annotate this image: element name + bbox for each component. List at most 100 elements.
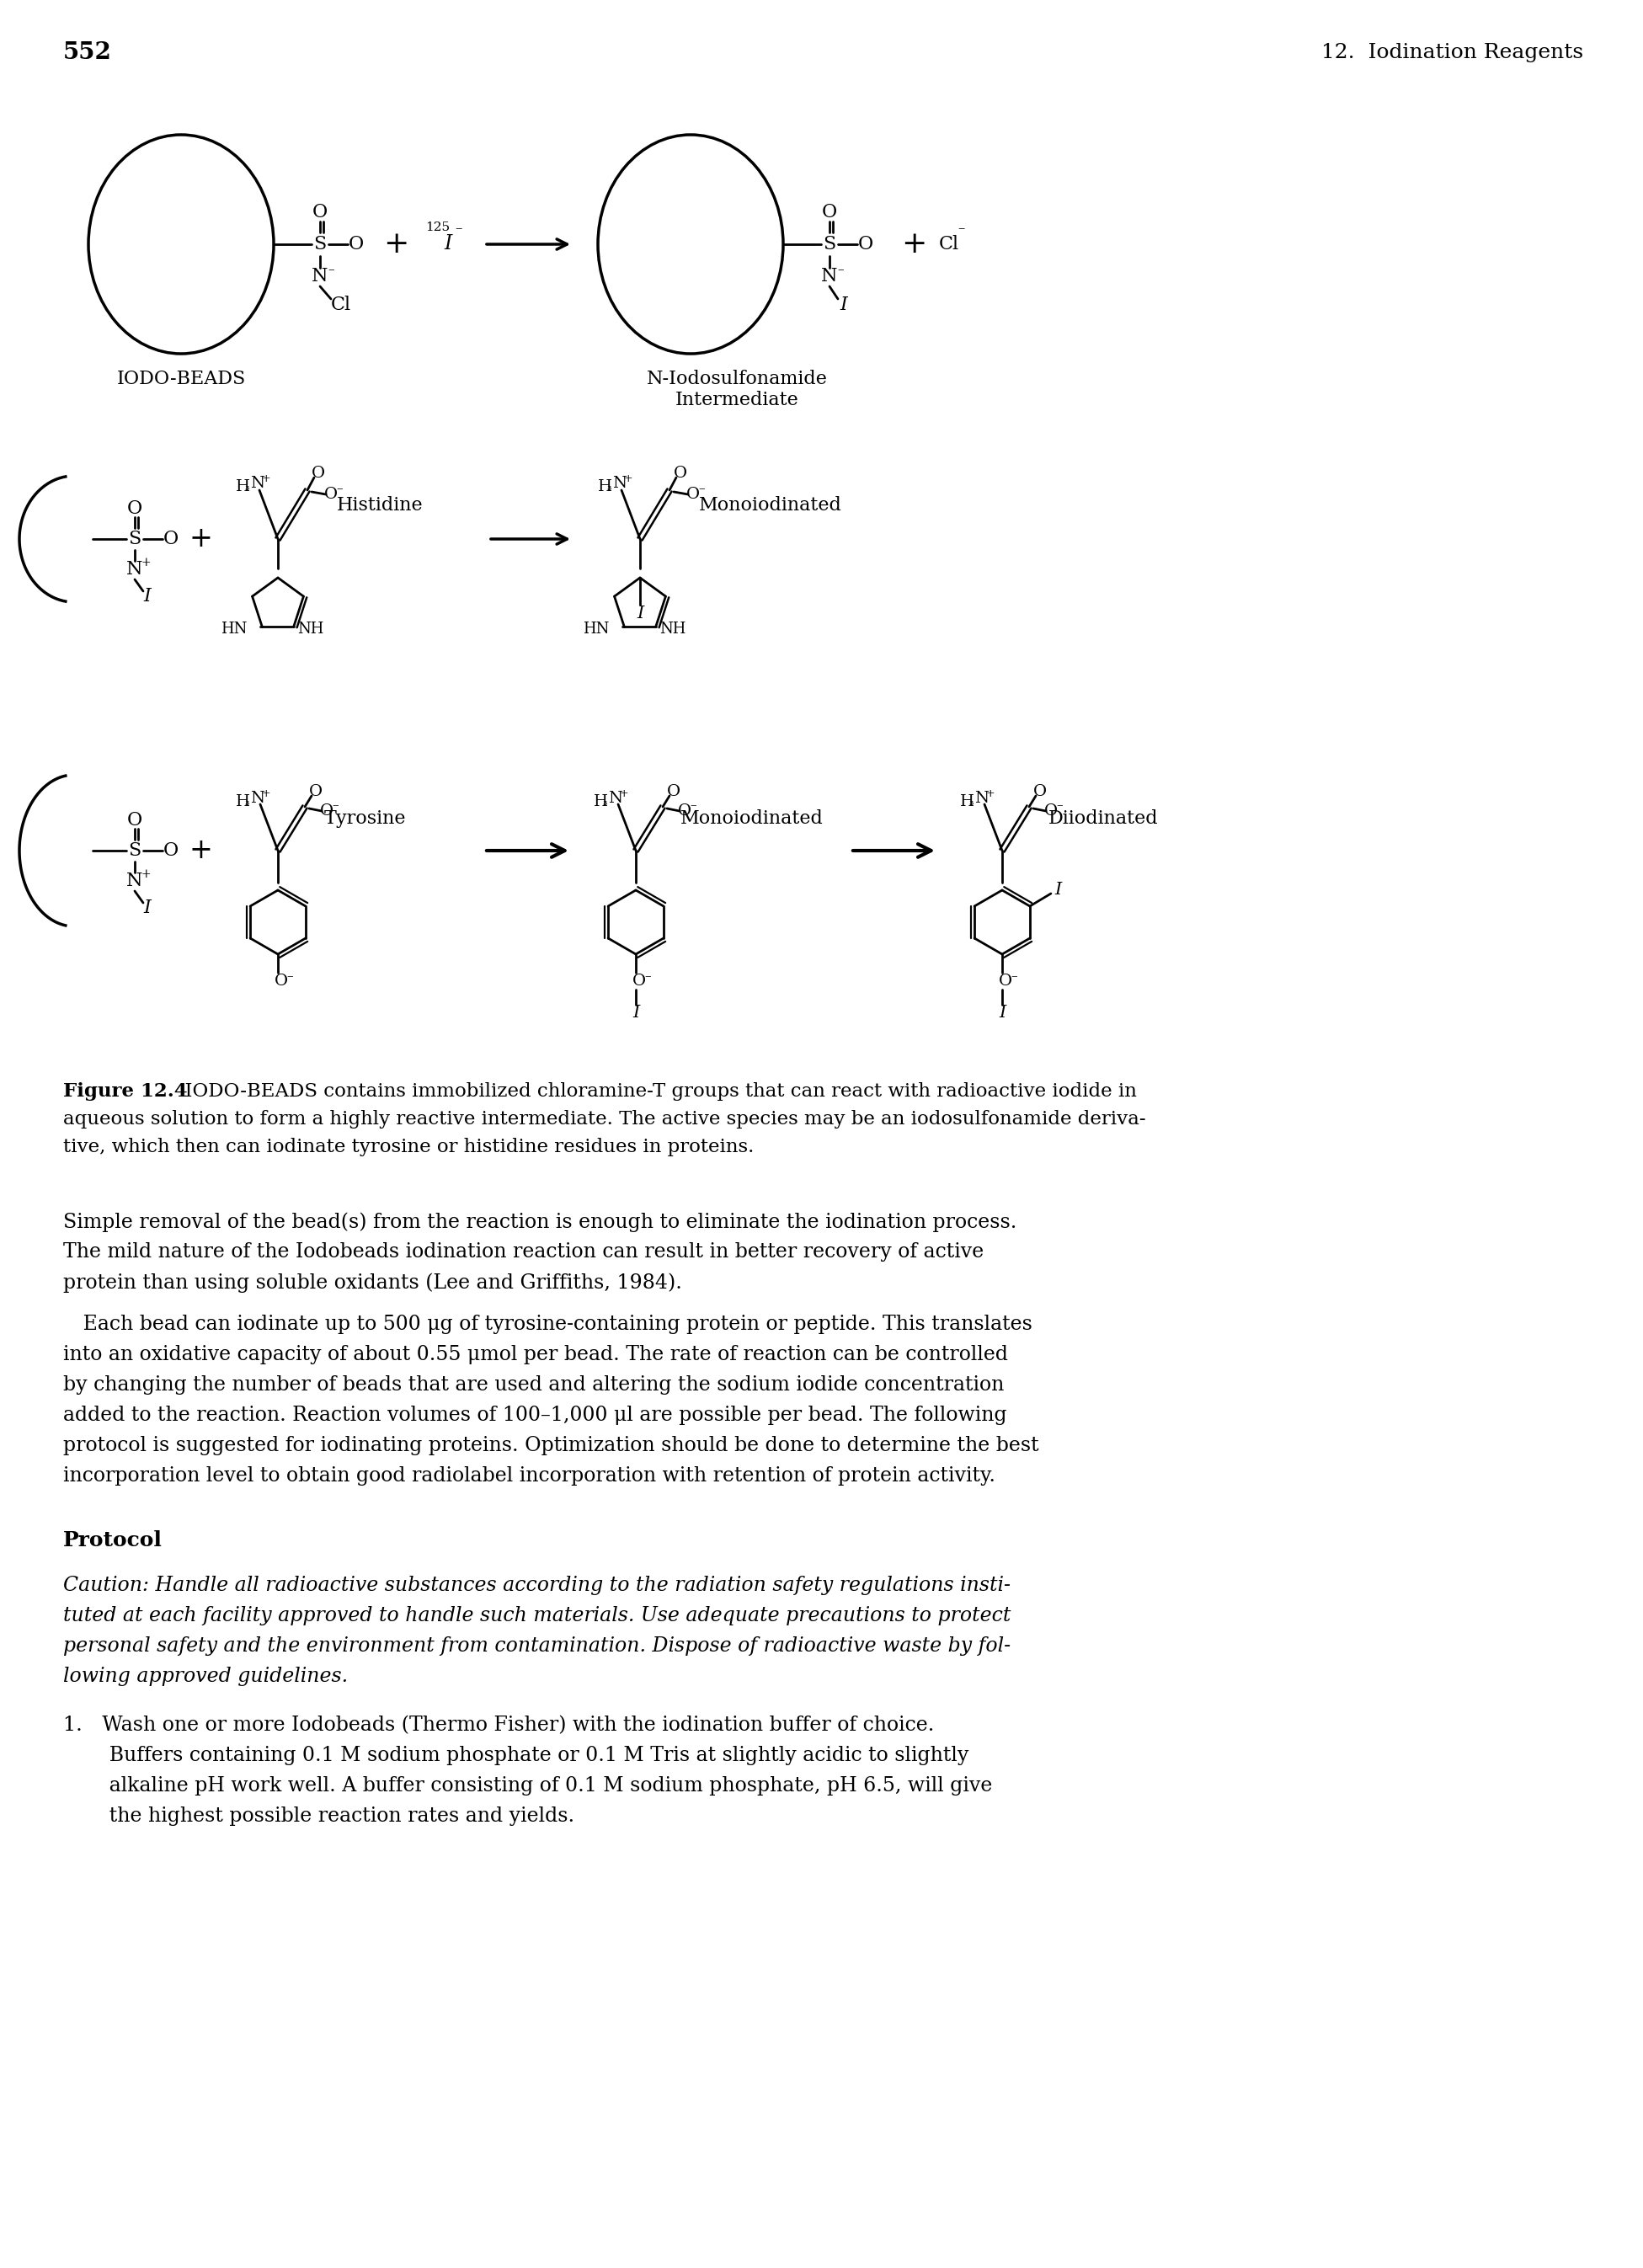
Text: Tyrosine: Tyrosine	[324, 810, 406, 828]
Text: 125: 125	[426, 222, 450, 234]
Text: O: O	[687, 488, 700, 501]
Text: –: –	[690, 798, 697, 812]
Text: O: O	[127, 499, 143, 517]
Text: N: N	[127, 560, 143, 578]
Text: +: +	[141, 556, 151, 569]
Text: Diiodinated: Diiodinated	[1048, 810, 1158, 828]
Text: N: N	[822, 268, 838, 286]
Text: protein than using soluble oxidants (Lee and Griffiths, 1984).: protein than using soluble oxidants (Lee…	[62, 1272, 682, 1293]
Text: ₃: ₃	[968, 796, 973, 807]
Text: the highest possible reaction rates and yields.: the highest possible reaction rates and …	[62, 1808, 575, 1826]
Text: +: +	[624, 474, 633, 483]
Text: I: I	[999, 1005, 1006, 1021]
Text: –: –	[1056, 798, 1063, 812]
Text: ₃: ₃	[606, 481, 611, 492]
Text: HN: HN	[583, 621, 610, 637]
Text: +: +	[141, 869, 151, 880]
Text: –: –	[644, 971, 651, 982]
Text: I: I	[633, 1005, 639, 1021]
Text: O: O	[633, 973, 646, 989]
Text: N: N	[974, 792, 989, 805]
Text: Intermediate: Intermediate	[675, 390, 798, 408]
Text: I: I	[444, 234, 452, 254]
Text: into an oxidative capacity of about 0.55 μmol per bead. The rate of reaction can: into an oxidative capacity of about 0.55…	[62, 1345, 1009, 1365]
Text: IODO-BEADS: IODO-BEADS	[117, 370, 245, 388]
Text: H: H	[237, 794, 250, 810]
Text: –: –	[327, 263, 334, 274]
Text: lowing approved guidelines.: lowing approved guidelines.	[62, 1667, 348, 1685]
Text: O: O	[163, 841, 179, 860]
Text: S: S	[128, 841, 141, 860]
Text: O: O	[324, 488, 338, 501]
Text: by changing the number of beads that are used and altering the sodium iodide con: by changing the number of beads that are…	[62, 1374, 1004, 1395]
Text: H: H	[598, 479, 613, 494]
Text: I: I	[143, 587, 151, 606]
Text: I: I	[1055, 882, 1061, 898]
Text: ₃: ₃	[245, 796, 248, 807]
Text: O: O	[348, 236, 363, 254]
Text: H: H	[593, 794, 608, 810]
Text: Monoiodinated: Monoiodinated	[680, 810, 823, 828]
Text: N-Iodosulfonamide: N-Iodosulfonamide	[646, 370, 828, 388]
Text: tuted at each facility approved to handle such materials. Use adequate precautio: tuted at each facility approved to handl…	[62, 1606, 1010, 1626]
Text: +: +	[383, 229, 409, 259]
Text: O: O	[858, 236, 874, 254]
Text: N: N	[127, 871, 143, 889]
Text: O: O	[999, 973, 1012, 989]
Text: –: –	[286, 971, 292, 982]
Text: +: +	[189, 526, 212, 553]
Text: 552: 552	[62, 41, 112, 64]
Text: protocol is suggested for iodinating proteins. Optimization should be done to de: protocol is suggested for iodinating pro…	[62, 1436, 1038, 1456]
Text: Cl: Cl	[330, 295, 352, 315]
Text: +: +	[189, 837, 212, 864]
Text: O: O	[312, 465, 325, 481]
Text: I: I	[840, 295, 848, 315]
Text: I: I	[143, 898, 151, 916]
Text: +: +	[261, 474, 271, 483]
Text: The mild nature of the Iodobeads iodination reaction can result in better recove: The mild nature of the Iodobeads iodinat…	[62, 1243, 984, 1261]
Text: O: O	[127, 812, 143, 830]
Text: ₃: ₃	[601, 796, 606, 807]
Text: O: O	[274, 973, 288, 989]
Text: personal safety and the environment from contamination. Dispose of radioactive w: personal safety and the environment from…	[62, 1637, 1010, 1656]
Text: N: N	[250, 476, 265, 490]
Text: 1. Wash one or more Iodobeads (Thermo Fisher) with the iodination buffer of choi: 1. Wash one or more Iodobeads (Thermo Fi…	[62, 1715, 935, 1735]
Text: O: O	[822, 202, 838, 222]
Text: O: O	[674, 465, 687, 481]
Text: –: –	[455, 222, 462, 236]
Text: H: H	[960, 794, 974, 810]
Text: 12.  Iodination Reagents: 12. Iodination Reagents	[1321, 43, 1584, 61]
Text: NH: NH	[659, 621, 685, 637]
Text: –: –	[838, 263, 843, 274]
Text: IODO-BEADS contains immobilized chloramine-T groups that can react with radioact: IODO-BEADS contains immobilized chlorami…	[173, 1082, 1137, 1100]
Text: added to the reaction. Reaction volumes of 100–1,000 μl are possible per bead. T: added to the reaction. Reaction volumes …	[62, 1406, 1007, 1424]
Text: N: N	[250, 792, 265, 805]
Text: –: –	[1010, 971, 1017, 982]
Text: N: N	[608, 792, 623, 805]
Text: –: –	[332, 798, 338, 812]
Text: O: O	[320, 803, 334, 819]
Text: alkaline pH work well. A buffer consisting of 0.1 M sodium phosphate, pH 6.5, wi: alkaline pH work well. A buffer consisti…	[62, 1776, 992, 1796]
Text: –: –	[958, 222, 964, 236]
Text: Buffers containing 0.1 M sodium phosphate or 0.1 M Tris at slightly acidic to sl: Buffers containing 0.1 M sodium phosphat…	[62, 1746, 969, 1765]
Text: Monoiodinated: Monoiodinated	[698, 497, 841, 515]
Text: incorporation level to obtain good radiolabel incorporation with retention of pr: incorporation level to obtain good radio…	[62, 1465, 996, 1486]
Text: Histidine: Histidine	[337, 497, 424, 515]
Text: O: O	[312, 202, 327, 222]
Text: S: S	[314, 236, 327, 254]
Text: O: O	[309, 785, 322, 798]
Text: +: +	[986, 787, 996, 798]
Text: N: N	[613, 476, 626, 490]
Text: tive, which then can iodinate tyrosine or histidine residues in proteins.: tive, which then can iodinate tyrosine o…	[62, 1139, 754, 1157]
Text: O: O	[1045, 803, 1058, 819]
Text: S: S	[823, 236, 836, 254]
Text: ₃: ₃	[245, 481, 248, 492]
Text: O: O	[1033, 785, 1047, 798]
Text: aqueous solution to form a highly reactive intermediate. The active species may : aqueous solution to form a highly reacti…	[62, 1109, 1145, 1129]
Text: N: N	[312, 268, 329, 286]
Text: NH: NH	[297, 621, 324, 637]
Text: Each bead can iodinate up to 500 μg of tyrosine-containing protein or peptide. T: Each bead can iodinate up to 500 μg of t…	[62, 1315, 1032, 1334]
Text: HN: HN	[220, 621, 246, 637]
Text: Protocol: Protocol	[62, 1531, 163, 1551]
Text: –: –	[337, 483, 342, 494]
